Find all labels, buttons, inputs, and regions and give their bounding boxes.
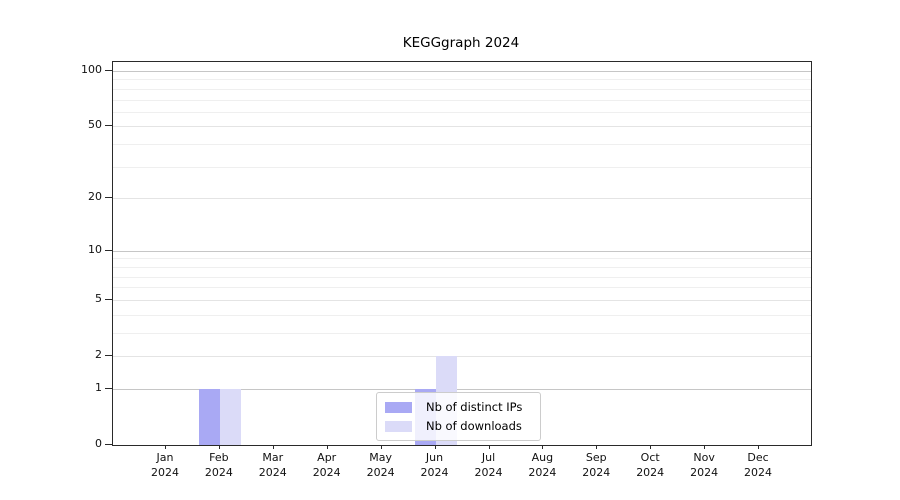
y-axis-tick-label-10: 10 (88, 242, 102, 256)
legend-swatch-distinct-ips (385, 401, 412, 413)
y-axis-tick-label-1: 1 (95, 380, 102, 394)
gridline-y-70 (113, 99, 811, 101)
gridline-y-8 (113, 266, 811, 268)
y-axis-tick-mark-0 (105, 444, 112, 445)
legend-row-distinct-ips: Nb of distinct IPs (385, 400, 532, 414)
x-axis-tick-mark-jun (434, 445, 436, 449)
gridline-y-20 (113, 198, 811, 200)
legend-row-downloads: Nb of downloads (385, 419, 532, 433)
plot-area (112, 61, 812, 446)
y-axis-tick-mark-5 (105, 298, 112, 300)
x-axis-tick-label-feb: Feb 2024 (204, 451, 233, 479)
chart-title: KEGGgraph 2024 (402, 35, 520, 51)
y-axis-tick-label-2: 2 (95, 348, 102, 361)
gridline-y-6 (113, 287, 811, 289)
y-axis-tick-mark-2 (105, 355, 112, 356)
x-axis-tick-label-mar: Mar 2024 (258, 451, 287, 479)
x-axis-tick-mark-aug (542, 445, 544, 449)
gridline-y-60 (113, 111, 811, 113)
gridline-y-7 (113, 276, 811, 278)
y-axis-tick-mark-100 (105, 70, 112, 71)
x-axis-tick-mark-jul (488, 445, 490, 449)
y-axis-tick-mark-10 (105, 249, 112, 251)
gridline-y-10 (113, 250, 811, 252)
bar-downloads-feb (219, 388, 241, 445)
x-axis-tick-mark-nov (704, 445, 706, 449)
y-axis-tick-label-50: 50 (88, 118, 102, 132)
y-axis-tick-label-100: 100 (81, 63, 102, 76)
x-axis-tick-label-jul: Jul 2024 (474, 451, 503, 479)
gridline-y-3 (113, 332, 811, 334)
x-axis-tick-label-apr: Apr 2024 (312, 451, 341, 479)
y-axis-tick-label-5: 5 (95, 291, 102, 305)
gridline-y-40 (113, 144, 811, 146)
bar-distinct-ips-feb (198, 388, 220, 445)
x-axis-tick-label-dec: Dec 2024 (744, 451, 772, 479)
x-axis-tick-mark-feb (218, 445, 220, 449)
legend-swatch-downloads (385, 420, 412, 432)
x-axis-tick-mark-jan (165, 445, 166, 449)
x-axis-tick-label-jan: Jan 2024 (151, 451, 179, 479)
x-axis-tick-label-sep: Sep 2024 (582, 451, 611, 479)
x-axis-tick-mark-apr (326, 445, 328, 449)
legend-label: Nb of downloads (426, 419, 522, 433)
legend: Nb of distinct IPs Nb of downloads (376, 392, 541, 441)
x-axis-tick-mark-dec (758, 445, 759, 449)
x-axis-tick-label-may: May 2024 (366, 451, 395, 479)
y-axis-tick-mark-20 (105, 197, 112, 199)
y-axis-tick-mark-50 (105, 125, 112, 127)
gridline-y-4 (113, 314, 811, 316)
y-axis-tick-mark-1 (105, 387, 112, 389)
x-axis-tick-mark-mar (272, 445, 274, 449)
gridline-y-5 (113, 299, 811, 301)
gridline-y-50 (113, 126, 811, 128)
x-axis-tick-mark-may (380, 445, 382, 449)
gridline-y-100 (113, 71, 811, 72)
x-axis-tick-label-nov: Nov 2024 (690, 451, 719, 479)
x-axis-tick-label-aug: Aug 2024 (528, 451, 557, 479)
gridline-y-9 (113, 258, 811, 260)
gridline-y-1 (113, 388, 811, 390)
y-axis-tick-label-20: 20 (88, 190, 102, 204)
gridline-y-2 (113, 356, 811, 357)
gridline-y-80 (113, 88, 811, 90)
y-axis-tick-label-0: 0 (95, 437, 102, 450)
x-axis-tick-label-jun: Jun 2024 (420, 451, 449, 479)
gridline-y-30 (113, 166, 811, 168)
gridline-y-90 (113, 79, 811, 81)
legend-label: Nb of distinct IPs (426, 400, 523, 414)
x-axis-tick-label-oct: Oct 2024 (636, 451, 665, 479)
x-axis-tick-mark-sep (596, 445, 598, 449)
x-axis-tick-mark-oct (650, 445, 652, 449)
